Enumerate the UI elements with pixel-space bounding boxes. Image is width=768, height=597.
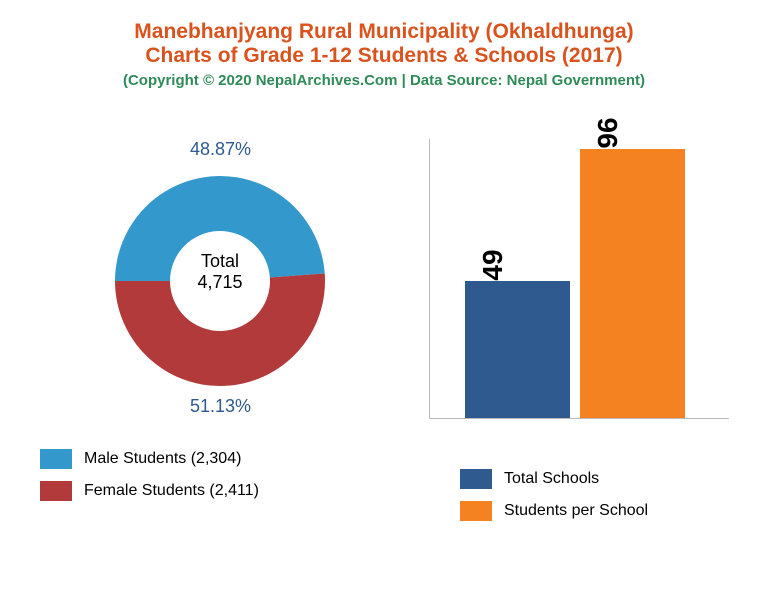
bar-1: 96 bbox=[580, 149, 685, 418]
male-legend-text: Male Students (2,304) bbox=[84, 450, 241, 468]
female-legend-text: Female Students (2,411) bbox=[84, 482, 259, 500]
header: Manebhanjyang Rural Municipality (Okhald… bbox=[0, 0, 768, 99]
female-percentage-label: 51.13% bbox=[190, 396, 251, 417]
total-label: Total bbox=[170, 251, 270, 272]
students-per-school-legend-text: Students per School bbox=[504, 502, 648, 520]
bar-value-label-0: 49 bbox=[477, 249, 509, 280]
students-per-school-swatch bbox=[460, 501, 492, 521]
title-line-2: Charts of Grade 1-12 Students & Schools … bbox=[30, 44, 738, 68]
donut-panel: 48.87% Total 4,715 51.13% Male Students … bbox=[30, 119, 410, 597]
male-percentage-label: 48.87% bbox=[190, 139, 251, 160]
legend-total-schools: Total Schools bbox=[460, 469, 648, 489]
subtitle: (Copyright © 2020 NepalArchives.Com | Da… bbox=[30, 72, 738, 89]
female-swatch bbox=[40, 481, 72, 501]
total-schools-swatch bbox=[460, 469, 492, 489]
total-value: 4,715 bbox=[170, 272, 270, 293]
legend-students-per-school: Students per School bbox=[460, 501, 648, 521]
male-swatch bbox=[40, 449, 72, 469]
bar-chart: 4996 bbox=[429, 139, 729, 419]
donut-wrap: 48.87% Total 4,715 51.13% bbox=[70, 139, 370, 419]
bar-panel: 4996 Total Schools Students per School bbox=[410, 119, 738, 597]
charts-container: 48.87% Total 4,715 51.13% Male Students … bbox=[0, 99, 768, 597]
bar-legend: Total Schools Students per School bbox=[420, 469, 648, 533]
total-schools-legend-text: Total Schools bbox=[504, 470, 599, 488]
bar-0: 49 bbox=[465, 281, 570, 418]
title-line-1: Manebhanjyang Rural Municipality (Okhald… bbox=[30, 20, 738, 44]
donut-legend: Male Students (2,304) Female Students (2… bbox=[30, 449, 259, 513]
donut-center-label: Total 4,715 bbox=[170, 251, 270, 293]
legend-male: Male Students (2,304) bbox=[40, 449, 259, 469]
bar-value-label-1: 96 bbox=[592, 118, 624, 149]
legend-female: Female Students (2,411) bbox=[40, 481, 259, 501]
